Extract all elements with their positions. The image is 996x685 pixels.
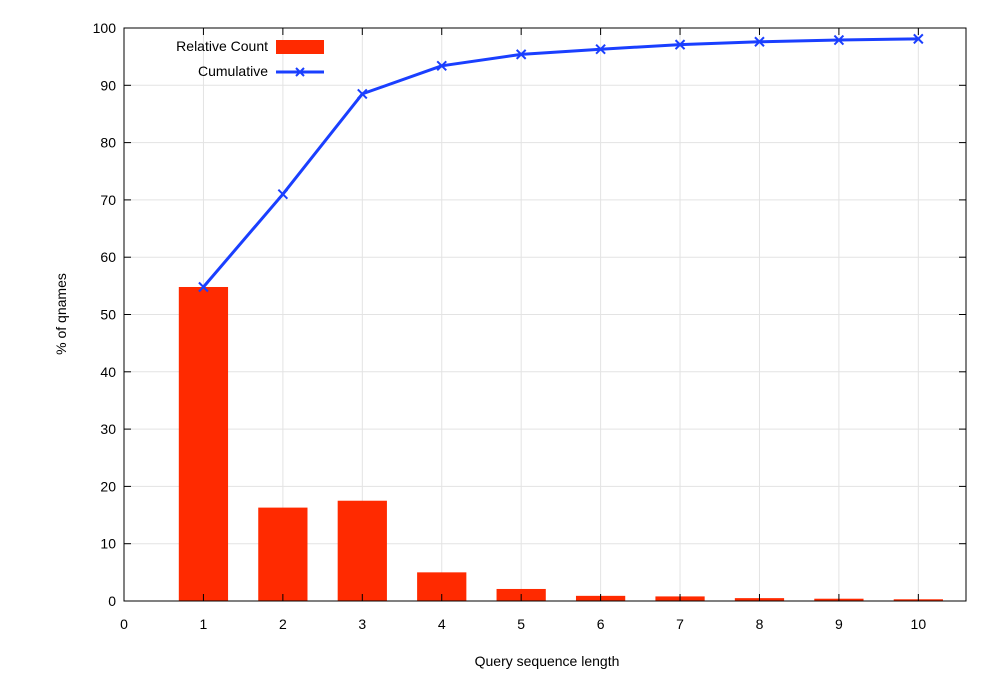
y-tick-label: 50 xyxy=(100,307,116,323)
marker-cumulative xyxy=(198,281,209,293)
marker-cumulative xyxy=(833,34,845,46)
bar-relative-count xyxy=(337,500,387,601)
legend-marker-cumulative xyxy=(295,67,305,77)
marker-cumulative xyxy=(754,36,765,47)
legend-label-relative-count: Relative Count xyxy=(176,38,268,54)
y-tick-label: 0 xyxy=(108,593,116,609)
x-tick-label: 7 xyxy=(676,616,684,632)
axis-ticks: 0 10 20 30 40 50 60 70 80 90 100 0 1 2 3 4 5 6 7 8 9 10 xyxy=(93,20,966,632)
legend: Relative Count Cumulative xyxy=(176,38,324,79)
x-tick-label: 10 xyxy=(911,616,927,632)
y-tick-label: 40 xyxy=(100,364,116,380)
y-tick-label: 60 xyxy=(100,249,116,265)
marker-cumulative xyxy=(515,49,527,60)
marker-cumulative xyxy=(913,33,924,45)
x-tick-label: 2 xyxy=(279,616,287,632)
y-tick-label: 80 xyxy=(100,135,116,151)
bar-series xyxy=(178,286,943,601)
y-tick-label: 10 xyxy=(100,536,116,552)
legend-swatch-relative-count xyxy=(276,40,324,54)
marker-cumulative xyxy=(277,188,289,200)
bar-relative-count xyxy=(258,507,308,601)
x-tick-label: 5 xyxy=(517,616,525,632)
x-tick-label: 8 xyxy=(756,616,764,632)
y-tick-label: 100 xyxy=(93,20,117,36)
marker-cumulative xyxy=(674,39,686,50)
grid xyxy=(124,28,966,601)
x-tick-label: 9 xyxy=(835,616,843,632)
marker-cumulative xyxy=(436,60,447,72)
y-tick-label: 20 xyxy=(100,478,116,494)
x-axis-title: Query sequence length xyxy=(475,653,620,669)
x-tick-label: 6 xyxy=(597,616,605,632)
y-axis-title: % of qnames xyxy=(53,273,69,355)
y-tick-label: 90 xyxy=(100,77,116,93)
x-tick-label: 1 xyxy=(200,616,208,632)
legend-label-cumulative: Cumulative xyxy=(198,63,268,79)
line-cumulative xyxy=(202,37,919,288)
marker-cumulative xyxy=(357,88,368,100)
x-tick-label: 0 xyxy=(120,616,128,632)
y-tick-label: 70 xyxy=(100,192,116,208)
y-tick-label: 30 xyxy=(100,421,116,437)
x-tick-label: 3 xyxy=(358,616,366,632)
marker-cumulative xyxy=(595,43,606,55)
line-series xyxy=(198,33,924,293)
x-tick-label: 4 xyxy=(438,616,446,632)
bar-relative-count xyxy=(178,286,229,601)
